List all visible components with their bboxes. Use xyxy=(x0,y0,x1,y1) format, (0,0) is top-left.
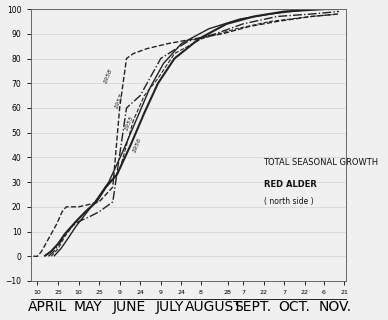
Text: 1958: 1958 xyxy=(103,68,114,84)
Text: 1955: 1955 xyxy=(124,115,135,131)
Text: RED ALDER: RED ALDER xyxy=(263,180,317,189)
Text: ( north side ): ( north side ) xyxy=(263,197,313,206)
Text: TOTAL SEASONAL GROWTH: TOTAL SEASONAL GROWTH xyxy=(263,158,379,167)
Text: 1956: 1956 xyxy=(132,137,143,153)
Text: 1957: 1957 xyxy=(114,92,125,109)
